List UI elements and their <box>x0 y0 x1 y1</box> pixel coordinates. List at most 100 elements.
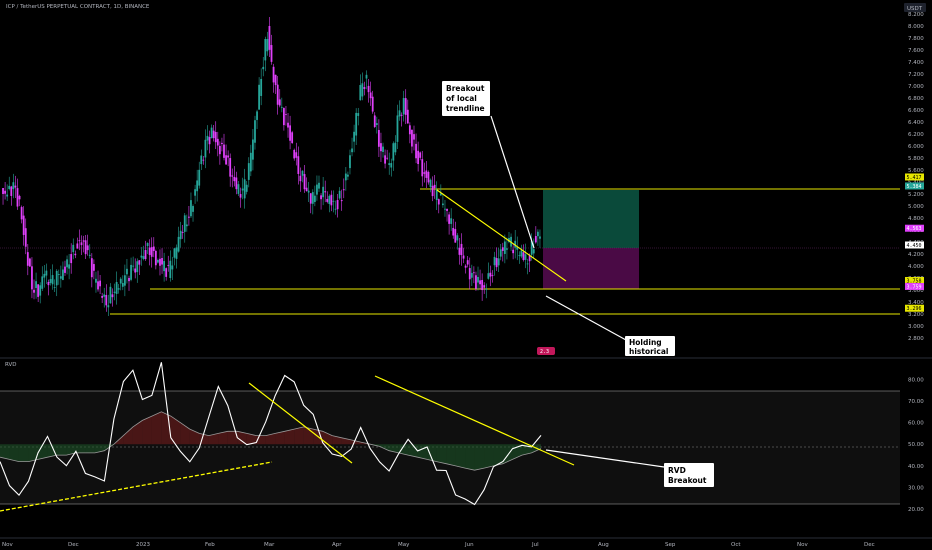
candle-body <box>537 231 539 237</box>
breakout-line-2: of local <box>446 94 477 103</box>
time-tick-label: Dec <box>864 542 875 548</box>
candle-body <box>388 163 391 165</box>
rvd-tick-label: 40.00 <box>908 464 924 470</box>
candle-body <box>264 39 267 61</box>
candle-body <box>179 230 182 240</box>
candle-body <box>262 66 265 70</box>
price-tag <box>905 282 924 290</box>
time-tick-label: Nov <box>2 542 13 548</box>
rvd-tick-label: 30.00 <box>908 486 924 492</box>
price-tag <box>905 224 924 232</box>
candle-body <box>252 139 254 160</box>
price-tick-label: 5.600 <box>908 168 924 174</box>
candle-body <box>293 149 296 159</box>
candle-body <box>210 127 213 139</box>
candle-body <box>326 198 329 202</box>
candle-body <box>148 247 151 255</box>
candle-body <box>121 282 124 287</box>
candle-body <box>161 258 163 265</box>
candle-body <box>221 142 223 144</box>
candle-body <box>448 214 451 224</box>
rvd-fill-segment <box>56 444 67 456</box>
price-tag <box>905 241 924 249</box>
rvd-fill-segment <box>227 431 238 445</box>
candle-body <box>347 174 349 177</box>
price-tag-label: 3.758 <box>907 278 922 284</box>
currency-badge <box>904 3 926 12</box>
time-tick-label: Aug <box>598 542 609 548</box>
price-tick-label: 7.200 <box>908 72 924 78</box>
rvd-fill-segment <box>208 433 219 445</box>
candle-body <box>171 265 174 270</box>
holding-line-1: Holding <box>629 338 662 347</box>
price-tick-label: 7.800 <box>908 36 924 42</box>
candle-body <box>37 284 40 297</box>
rvd-fill-segment <box>246 433 257 445</box>
breakout-box <box>442 81 490 116</box>
rvd-fill-segment <box>189 429 200 445</box>
candle-body <box>285 114 287 116</box>
candle-body <box>266 39 269 52</box>
candle-body <box>371 96 374 112</box>
candle-body <box>419 152 422 158</box>
candle-body <box>320 195 322 200</box>
candle-body <box>239 194 242 198</box>
candle-body <box>150 247 153 257</box>
candle-body <box>382 146 384 152</box>
candle-body <box>462 255 465 259</box>
rvd-breakout-box <box>664 463 714 487</box>
candle-body <box>51 275 54 285</box>
candle-body <box>229 158 232 177</box>
candle-body <box>39 285 42 296</box>
time-tick-label: Mar <box>264 542 275 548</box>
candle-body <box>245 184 248 192</box>
candle-body <box>458 247 461 255</box>
candle-body <box>55 270 58 286</box>
candle-body <box>514 240 517 248</box>
candle-body <box>437 199 440 205</box>
rvd-fill-segment <box>75 444 86 453</box>
candle-body <box>2 188 4 194</box>
candle-body <box>344 173 347 181</box>
price-tag-label: 3.759 <box>907 284 922 290</box>
candle-body <box>427 172 430 183</box>
rvd-signal-line <box>0 411 542 471</box>
time-tick-label: Apr <box>332 542 342 548</box>
rvd-tick-label: 80.00 <box>908 377 924 383</box>
candle-body <box>318 182 320 189</box>
candle-body <box>363 87 366 89</box>
price-tick-label: 4.000 <box>908 264 924 270</box>
candle-body <box>472 272 475 274</box>
candle-body <box>291 132 294 143</box>
price-tag-label: 5.384 <box>907 184 922 190</box>
candle-body <box>460 243 463 256</box>
rvd-fill-segment <box>284 429 295 445</box>
candle-body <box>53 286 56 288</box>
candle-body <box>43 273 46 278</box>
candle-body <box>528 255 531 262</box>
candle-body <box>274 74 277 86</box>
price-tick-label: 3.000 <box>908 324 924 330</box>
candle-body <box>522 252 525 261</box>
candle-body <box>491 274 494 276</box>
candle-body <box>101 295 104 298</box>
candle-body <box>301 170 304 176</box>
candle-body <box>380 143 382 152</box>
candle-body <box>14 185 17 188</box>
candle-body <box>92 264 95 271</box>
candle-body <box>57 274 60 275</box>
candle-body <box>411 129 413 147</box>
candle-body <box>115 282 118 294</box>
candle-body <box>367 85 370 93</box>
candle-body <box>328 195 331 204</box>
candle-body <box>216 138 219 146</box>
candle-body <box>218 145 221 155</box>
currency-label: USDT <box>907 6 923 12</box>
rvd-tick-label: 70.00 <box>908 399 924 405</box>
rvd-breakout-callout: RVD Breakout <box>664 463 714 487</box>
candle-body <box>4 190 6 194</box>
candle-body <box>516 247 519 250</box>
candle-body <box>74 253 77 256</box>
price-tag-label: 3.296 <box>907 306 922 312</box>
candle-body <box>365 74 368 79</box>
